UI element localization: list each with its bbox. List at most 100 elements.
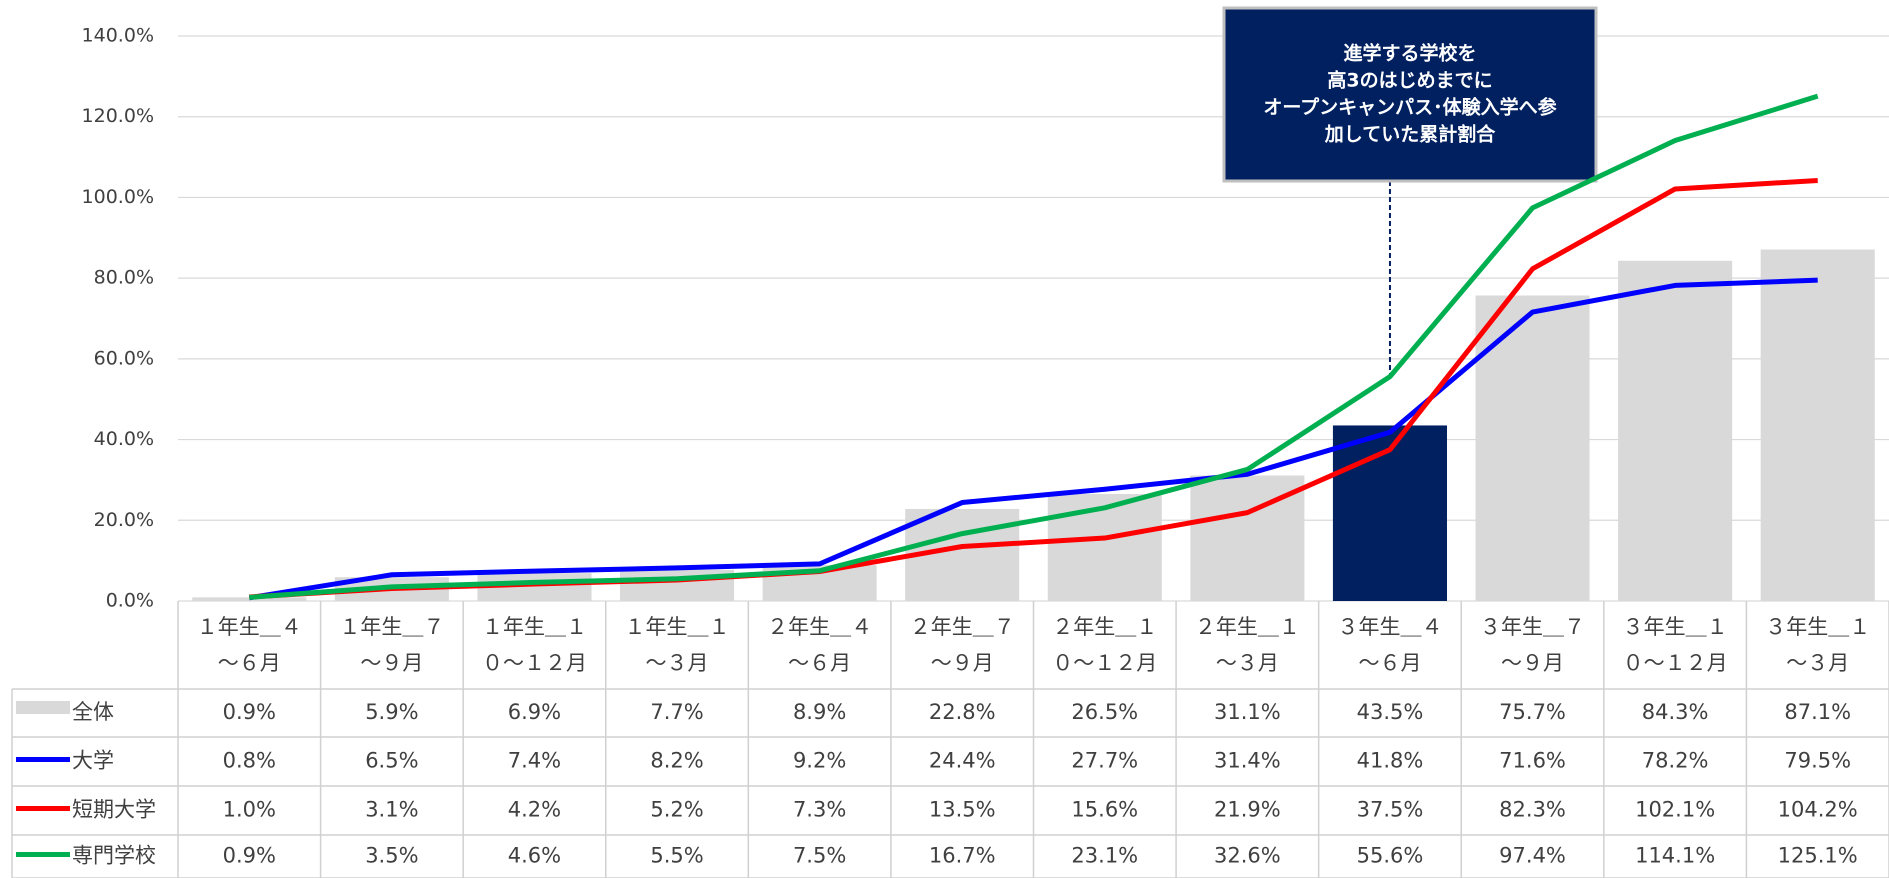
label-line: ～９月 bbox=[931, 651, 994, 675]
table-value: 0.9% bbox=[223, 844, 276, 868]
label-line: ２年生＿１ bbox=[1195, 615, 1300, 639]
bar bbox=[1760, 249, 1875, 601]
annotation-text: オープンキャンパス･体験入学へ参 bbox=[1263, 96, 1556, 119]
bar bbox=[1332, 425, 1447, 601]
annotation-text: 高3のはじめまでに bbox=[1327, 69, 1492, 92]
table-value: 31.1% bbox=[1214, 700, 1281, 724]
y-tick-label: 20.0% bbox=[94, 509, 154, 531]
label-line: ０～１２月 bbox=[482, 651, 587, 675]
annotation-box bbox=[1222, 6, 1598, 183]
label-line: ～６月 bbox=[788, 651, 851, 675]
table-value: 4.6% bbox=[508, 844, 561, 868]
table-value: 4.2% bbox=[508, 798, 561, 822]
table-value: 5.9% bbox=[365, 700, 418, 724]
x-tick-label: ３年生＿７ ～９月 bbox=[1480, 615, 1585, 675]
x-tick-label: ２年生＿１ ０～１２月 bbox=[1052, 615, 1157, 675]
table-value: 125.1% bbox=[1778, 844, 1858, 868]
y-tick-label: 100.0% bbox=[82, 186, 154, 208]
table-value: 16.7% bbox=[929, 844, 996, 868]
y-tick-label: 80.0% bbox=[94, 267, 154, 289]
table-value: 37.5% bbox=[1357, 798, 1424, 822]
y-tick-label: 140.0% bbox=[82, 25, 154, 47]
table-value: 41.8% bbox=[1357, 749, 1424, 773]
table-value: 6.9% bbox=[508, 700, 561, 724]
table-value: 7.5% bbox=[793, 844, 846, 868]
table-value: 71.6% bbox=[1499, 749, 1566, 773]
table-value: 0.9% bbox=[223, 700, 276, 724]
bar bbox=[1047, 494, 1162, 601]
table-value: 3.5% bbox=[365, 844, 418, 868]
table-value: 87.1% bbox=[1784, 700, 1851, 724]
label-line: ～３月 bbox=[646, 651, 709, 675]
x-tick-label: ３年生＿１ ～３月 bbox=[1765, 615, 1870, 675]
legend-label: 大学 bbox=[72, 749, 114, 773]
y-tick-label: 60.0% bbox=[94, 347, 154, 369]
table-value: 114.1% bbox=[1635, 844, 1715, 868]
legend-swatch bbox=[16, 701, 70, 714]
label-line: ３年生＿７ bbox=[1480, 615, 1585, 639]
label-line: ～９月 bbox=[1501, 651, 1564, 675]
bar bbox=[1618, 260, 1733, 601]
x-tick-label: ２年生＿１ ～３月 bbox=[1195, 615, 1300, 675]
table-value: 84.3% bbox=[1642, 700, 1709, 724]
table-value: 3.1% bbox=[365, 798, 418, 822]
x-tick-label: ３年生＿１ ０～１２月 bbox=[1623, 615, 1728, 675]
label-line: ２年生＿１ bbox=[1052, 615, 1157, 639]
bar bbox=[192, 597, 307, 601]
line-series bbox=[248, 277, 1818, 601]
label-line: ～６月 bbox=[218, 651, 281, 675]
table-value: 82.3% bbox=[1499, 798, 1566, 822]
y-tick-label: 40.0% bbox=[94, 428, 154, 450]
table-value: 55.6% bbox=[1357, 844, 1424, 868]
table-value: 32.6% bbox=[1214, 844, 1281, 868]
label-line: ～３月 bbox=[1216, 651, 1279, 675]
label-line: ２年生＿７ bbox=[910, 615, 1015, 639]
label-line: ～９月 bbox=[360, 651, 423, 675]
label-line: ２年生＿４ bbox=[767, 615, 872, 639]
label-line: ３年生＿１ bbox=[1765, 615, 1870, 639]
table-value: 75.7% bbox=[1499, 700, 1566, 724]
label-line: ～６月 bbox=[1358, 651, 1421, 675]
x-tick-label: １年生＿１ ０～１２月 bbox=[482, 615, 587, 675]
table-value: 8.9% bbox=[793, 700, 846, 724]
table-value: 7.7% bbox=[650, 700, 703, 724]
label-line: ３年生＿１ bbox=[1623, 615, 1728, 639]
table-value: 24.4% bbox=[929, 749, 996, 773]
table-value: 5.5% bbox=[650, 844, 703, 868]
label-line: １年生＿１ bbox=[625, 615, 730, 639]
bar bbox=[1475, 295, 1590, 601]
label-line: １年生＿７ bbox=[339, 615, 444, 639]
annotation-text: 進学する学校を bbox=[1343, 42, 1476, 65]
x-tick-label: １年生＿１ ～３月 bbox=[625, 615, 730, 675]
label-line: ～３月 bbox=[1786, 651, 1849, 675]
y-tick-label: 120.0% bbox=[82, 105, 154, 127]
x-tick-label: ３年生＿４ ～６月 bbox=[1337, 615, 1442, 675]
table-value: 1.0% bbox=[223, 798, 276, 822]
table-value: 78.2% bbox=[1642, 749, 1709, 773]
line-series bbox=[249, 93, 1819, 600]
x-tick-label: １年生＿７ ～９月 bbox=[339, 615, 444, 675]
table-value: 5.2% bbox=[650, 798, 703, 822]
label-line: ０～１２月 bbox=[1052, 651, 1157, 675]
x-tick-label: １年生＿４ ～６月 bbox=[197, 615, 302, 675]
y-tick-label: 0.0% bbox=[106, 590, 154, 612]
legend-label: 全体 bbox=[72, 700, 114, 724]
label-line: ０～１２月 bbox=[1623, 651, 1728, 675]
table-value: 102.1% bbox=[1635, 798, 1715, 822]
table-value: 31.4% bbox=[1214, 749, 1281, 773]
table-value: 22.8% bbox=[929, 700, 996, 724]
table-value: 7.4% bbox=[508, 749, 561, 773]
table-value: 43.5% bbox=[1357, 700, 1424, 724]
label-line: １年生＿１ bbox=[482, 615, 587, 639]
annotation-text: 加していた累計割合 bbox=[1324, 123, 1496, 146]
label-line: １年生＿４ bbox=[197, 615, 302, 639]
table-value: 8.2% bbox=[650, 749, 703, 773]
label-line: ３年生＿４ bbox=[1337, 615, 1442, 639]
table-value: 9.2% bbox=[793, 749, 846, 773]
legend-label: 専門学校 bbox=[72, 844, 156, 868]
legend-label: 短期大学 bbox=[72, 798, 156, 822]
table-value: 79.5% bbox=[1784, 749, 1851, 773]
table-value: 7.3% bbox=[793, 798, 846, 822]
table-value: 13.5% bbox=[929, 798, 996, 822]
